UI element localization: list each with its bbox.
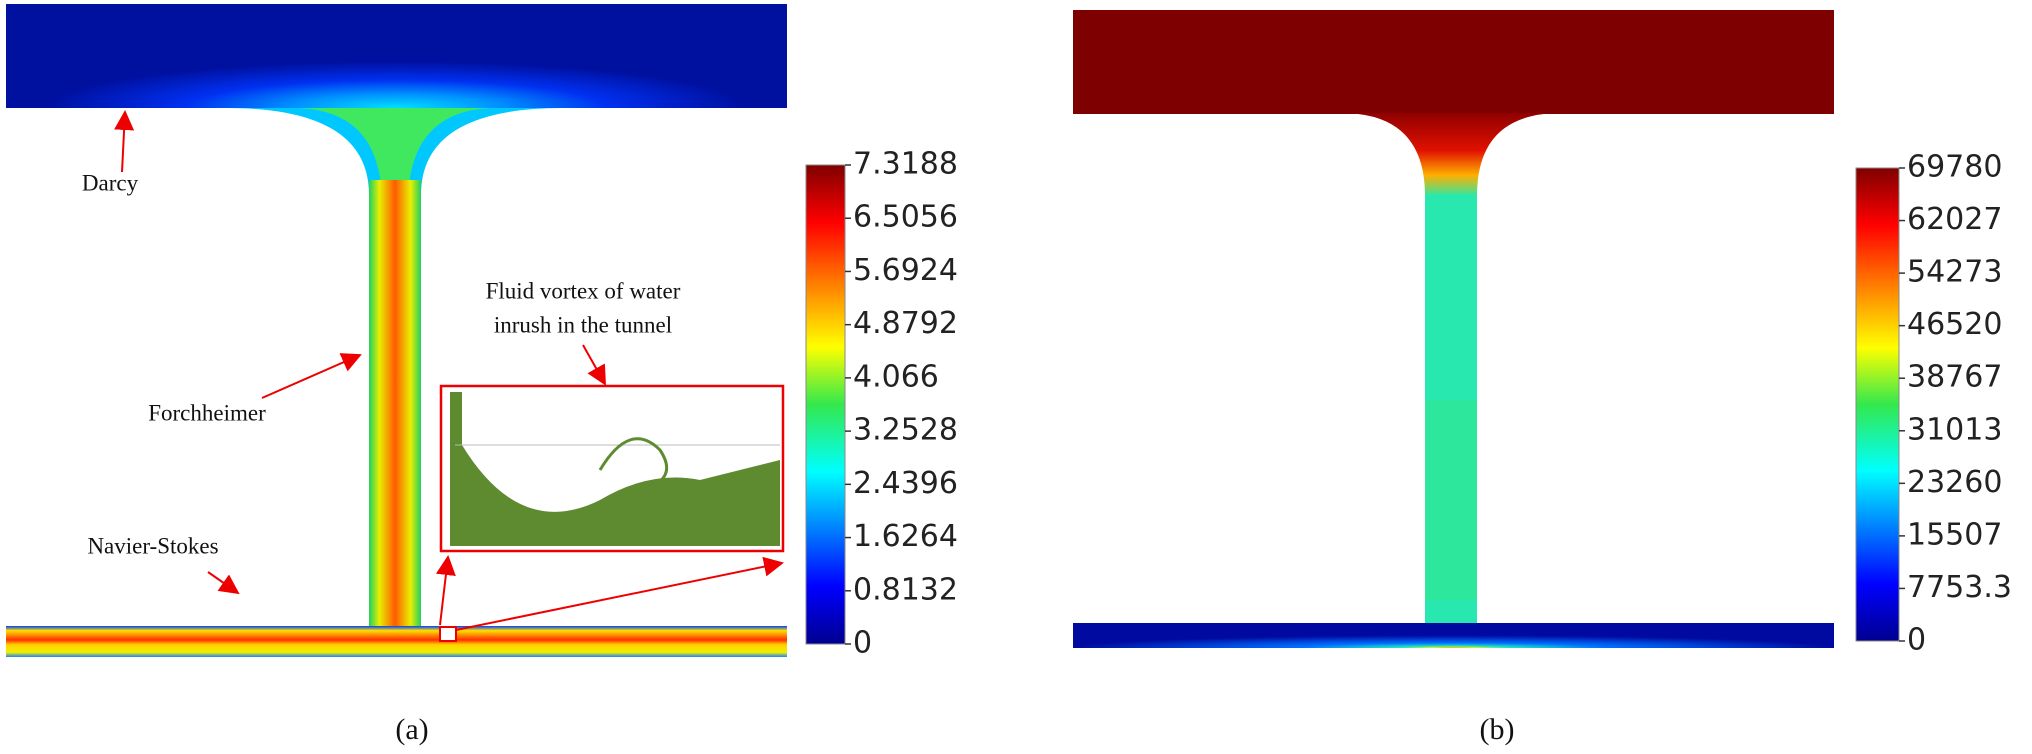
annotation: inrush in the tunnel — [494, 312, 672, 337]
panel-a: Darcy Forchheimer Navier-Stokes Fluid vo… — [6, 4, 846, 746]
inset-fluid — [450, 392, 780, 546]
colorbar-label: 3.2528 — [853, 413, 958, 448]
reservoir — [6, 4, 787, 108]
colorbar-label: 4.8792 — [853, 306, 958, 341]
colorbar-label: 54273 — [1907, 255, 2002, 290]
shaft — [369, 180, 421, 630]
tunnel — [6, 626, 787, 657]
colorbar-label: 6.5056 — [853, 200, 958, 235]
colorbar-label: 0.8132 — [853, 572, 958, 607]
reservoir — [1073, 10, 1834, 114]
colorbar-label: 4.066 — [853, 359, 939, 394]
annotation: Navier-Stokes — [87, 533, 218, 558]
colorbar — [805, 164, 846, 645]
panel-label: (b) — [1480, 713, 1515, 746]
fillet-core — [300, 108, 490, 200]
colorbar-label: 2.4396 — [853, 466, 958, 501]
annotation: Fluid vortex of water — [486, 278, 681, 303]
tunnel — [1073, 623, 1834, 648]
colorbar-label: 23260 — [1907, 465, 2002, 500]
colorbar-label: 15507 — [1907, 517, 2002, 552]
colorbar-label: 0 — [1907, 623, 1926, 658]
panel-label: (a) — [395, 713, 428, 746]
panel-b: (b) — [1073, 10, 1900, 746]
colorbar-label: 7753.3 — [1907, 570, 2012, 605]
colorbar-label: 1.6264 — [853, 519, 958, 554]
annotation: Darcy — [82, 170, 139, 195]
colorbar — [1855, 167, 1900, 642]
arrows — [114, 110, 784, 631]
annotation: Forchheimer — [148, 400, 266, 425]
colorbar-label: 31013 — [1907, 412, 2002, 447]
colorbar-label: 7.3188 — [853, 147, 958, 182]
colorbar-label: 62027 — [1907, 202, 2002, 237]
colorbar-label: 5.6924 — [853, 253, 958, 288]
fillet — [1341, 113, 1561, 196]
colorbar-label: 0 — [853, 626, 872, 661]
colorbar-label: 38767 — [1907, 360, 2002, 395]
colorbar-label: 46520 — [1907, 307, 2002, 342]
colorbar-label: 69780 — [1907, 150, 2002, 185]
